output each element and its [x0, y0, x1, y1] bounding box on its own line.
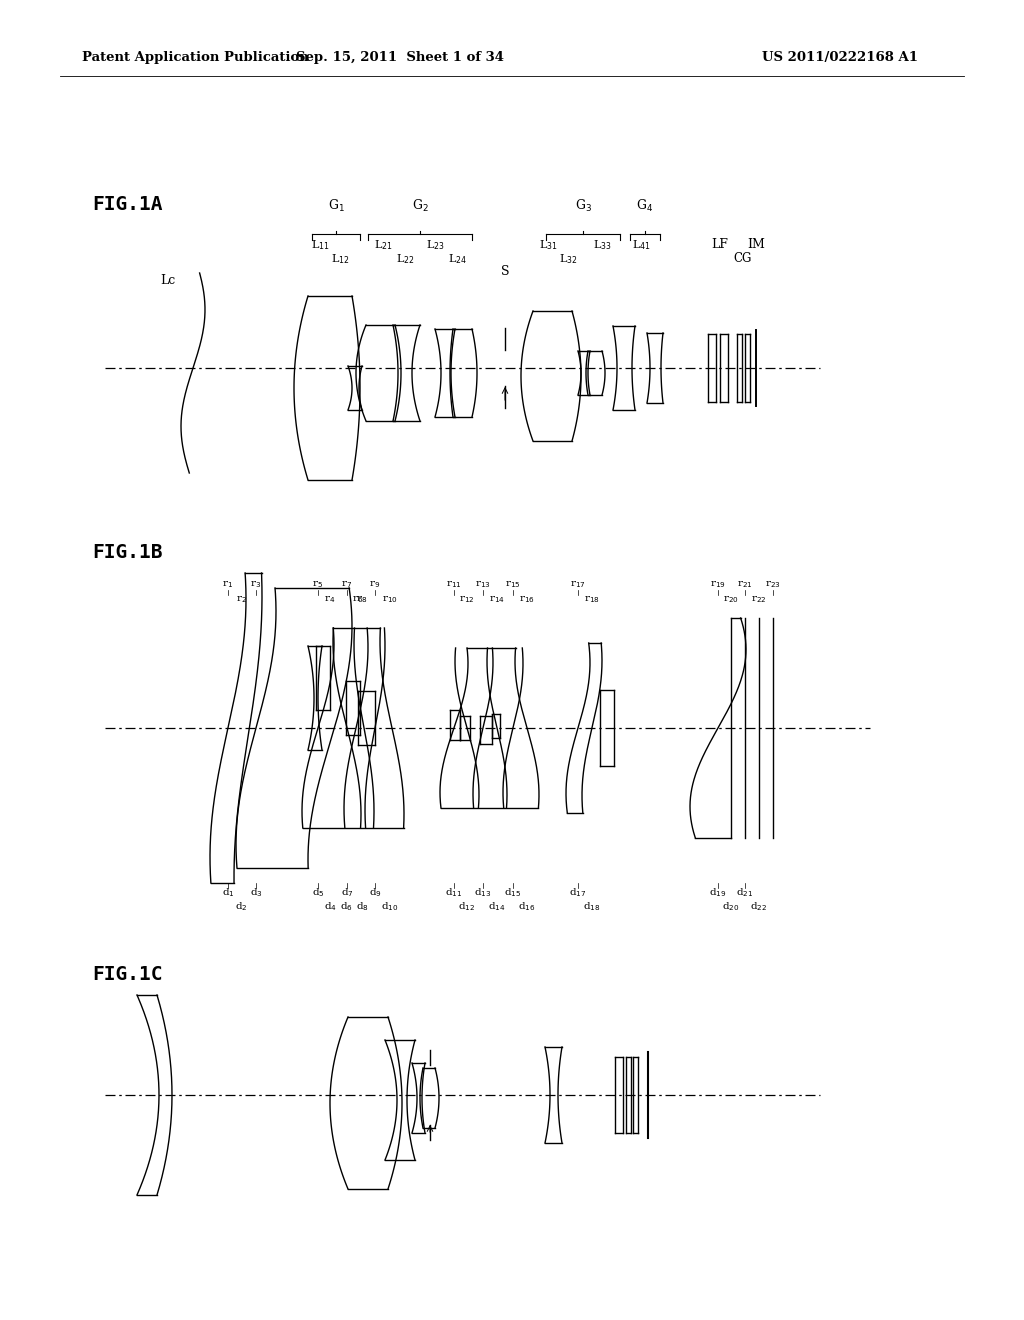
Text: d$_8$: d$_8$ — [355, 900, 369, 913]
Text: r$_{19}$: r$_{19}$ — [710, 579, 726, 590]
Text: CG: CG — [734, 252, 753, 265]
Text: d$_1$: d$_1$ — [221, 887, 234, 899]
Text: d$_{15}$: d$_{15}$ — [505, 887, 521, 899]
Text: Lc: Lc — [161, 273, 176, 286]
Text: d$_{11}$: d$_{11}$ — [445, 887, 463, 899]
Text: L$_{12}$: L$_{12}$ — [331, 252, 349, 265]
Text: G$_3$: G$_3$ — [574, 198, 592, 214]
Text: r$_6$: r$_6$ — [352, 594, 364, 606]
Text: L$_{24}$: L$_{24}$ — [447, 252, 467, 265]
Text: r$_1$: r$_1$ — [222, 579, 233, 590]
Text: d$_{14}$: d$_{14}$ — [488, 900, 506, 913]
Text: Patent Application Publication: Patent Application Publication — [82, 51, 309, 65]
Text: S: S — [501, 265, 509, 279]
Text: FIG.1A: FIG.1A — [92, 195, 163, 214]
Text: r$_7$: r$_7$ — [341, 579, 352, 590]
Text: r$_{18}$: r$_{18}$ — [584, 594, 600, 606]
Text: r$_2$: r$_2$ — [236, 594, 247, 606]
Text: L$_{23}$: L$_{23}$ — [426, 238, 444, 252]
Text: G$_2$: G$_2$ — [412, 198, 428, 214]
Text: d$_9$: d$_9$ — [369, 887, 381, 899]
Text: L$_{32}$: L$_{32}$ — [559, 252, 578, 265]
Text: r$_{17}$: r$_{17}$ — [570, 579, 586, 590]
Text: L$_{22}$: L$_{22}$ — [395, 252, 415, 265]
Text: r$_4$: r$_4$ — [325, 594, 336, 606]
Text: r$_{23}$: r$_{23}$ — [765, 579, 781, 590]
Text: G$_4$: G$_4$ — [637, 198, 653, 214]
Text: r$_{16}$: r$_{16}$ — [519, 594, 535, 606]
Text: d$_{20}$: d$_{20}$ — [722, 900, 739, 913]
Text: d$_{13}$: d$_{13}$ — [474, 887, 492, 899]
Text: d$_3$: d$_3$ — [250, 887, 262, 899]
Text: US 2011/0222168 A1: US 2011/0222168 A1 — [762, 51, 918, 65]
Text: r$_{20}$: r$_{20}$ — [723, 594, 739, 606]
Text: L$_{11}$: L$_{11}$ — [310, 238, 330, 252]
Text: d$_{18}$: d$_{18}$ — [584, 900, 601, 913]
Text: d$_{21}$: d$_{21}$ — [736, 887, 754, 899]
Text: d$_{10}$: d$_{10}$ — [381, 900, 398, 913]
Text: r$_{21}$: r$_{21}$ — [737, 579, 753, 590]
Text: d$_{16}$: d$_{16}$ — [518, 900, 536, 913]
Text: r$_{13}$: r$_{13}$ — [475, 579, 490, 590]
Text: IM: IM — [748, 238, 765, 251]
Text: L$_{31}$: L$_{31}$ — [539, 238, 557, 252]
Text: r$_{10}$: r$_{10}$ — [382, 594, 398, 606]
Text: G$_1$: G$_1$ — [328, 198, 344, 214]
Text: d$_{19}$: d$_{19}$ — [710, 887, 727, 899]
Text: FIG.1B: FIG.1B — [92, 543, 163, 562]
Text: r$_9$: r$_9$ — [370, 579, 381, 590]
Text: Sep. 15, 2011  Sheet 1 of 34: Sep. 15, 2011 Sheet 1 of 34 — [296, 51, 504, 65]
Text: r$_{12}$: r$_{12}$ — [459, 594, 475, 606]
Text: d$_{17}$: d$_{17}$ — [569, 887, 587, 899]
Text: LF: LF — [712, 238, 728, 251]
Text: d$_6$: d$_6$ — [340, 900, 352, 913]
Text: d$_7$: d$_7$ — [341, 887, 353, 899]
Text: L$_{21}$: L$_{21}$ — [374, 238, 392, 252]
Text: r$_{15}$: r$_{15}$ — [505, 579, 521, 590]
Text: r$_{11}$: r$_{11}$ — [446, 579, 462, 590]
Text: r$_{14}$: r$_{14}$ — [489, 594, 505, 606]
Text: L$_{41}$: L$_{41}$ — [632, 238, 650, 252]
Text: r$_3$: r$_3$ — [251, 579, 261, 590]
Text: r$_8$: r$_8$ — [356, 594, 368, 606]
Text: d$_2$: d$_2$ — [234, 900, 247, 913]
Text: r$_{22}$: r$_{22}$ — [752, 594, 767, 606]
Text: L$_{33}$: L$_{33}$ — [593, 238, 611, 252]
Text: d$_{12}$: d$_{12}$ — [459, 900, 475, 913]
Text: d$_5$: d$_5$ — [311, 887, 325, 899]
Text: d$_{22}$: d$_{22}$ — [751, 900, 768, 913]
Text: FIG.1C: FIG.1C — [92, 965, 163, 983]
Text: r$_5$: r$_5$ — [312, 579, 324, 590]
Text: d$_4$: d$_4$ — [324, 900, 337, 913]
